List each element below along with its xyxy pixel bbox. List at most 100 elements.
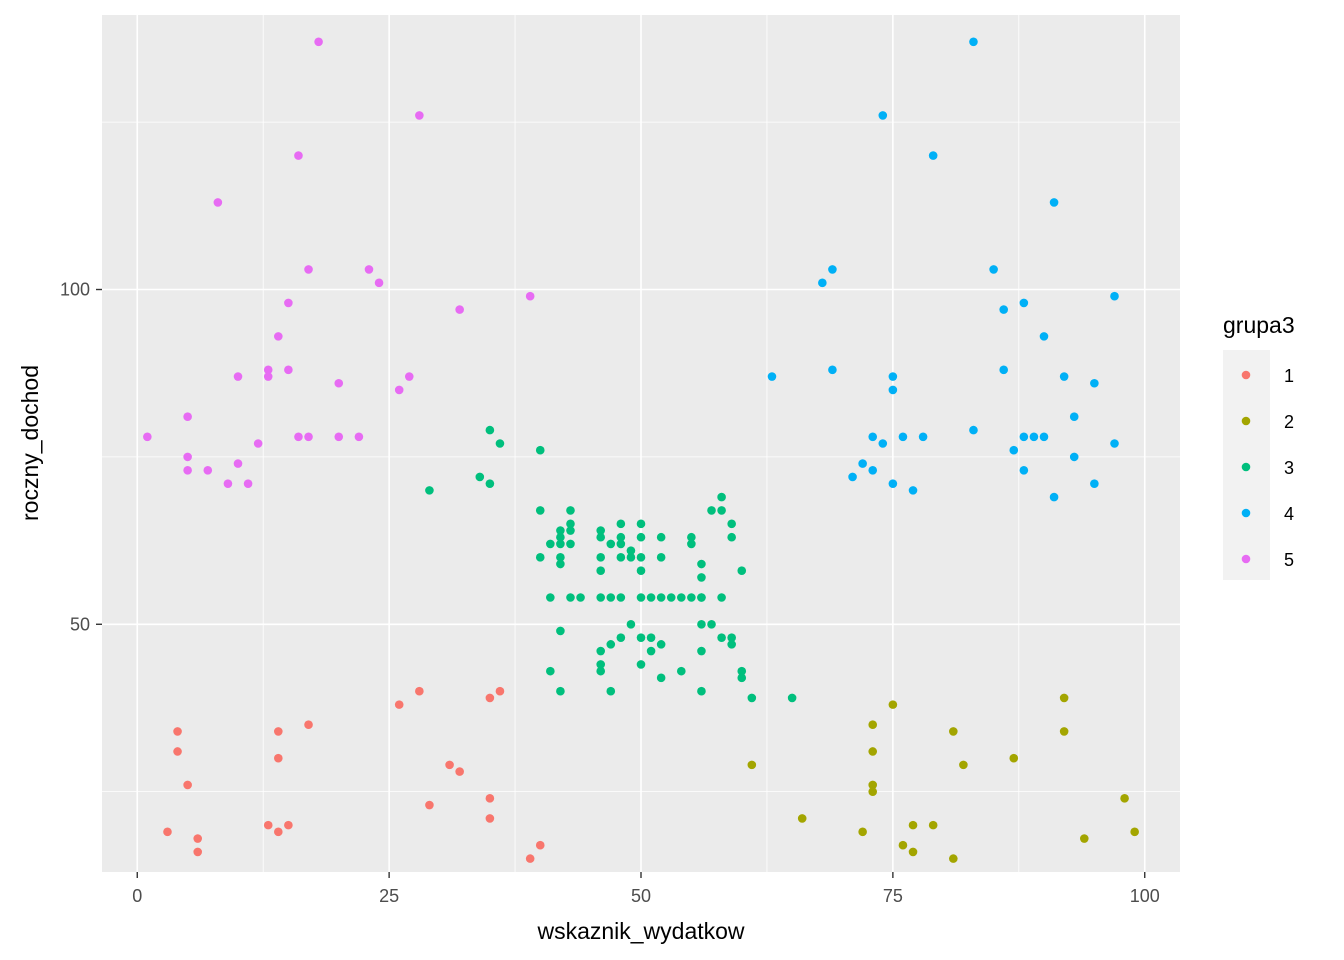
data-point-group-2 bbox=[797, 814, 807, 823]
data-point-group-5 bbox=[294, 151, 303, 160]
data-point-group-4 bbox=[828, 365, 837, 375]
data-point-group-5 bbox=[274, 332, 283, 341]
data-point-group-4 bbox=[878, 439, 888, 448]
data-point-group-4 bbox=[1049, 198, 1059, 207]
data-point-group-1 bbox=[535, 840, 545, 850]
data-point-group-3 bbox=[596, 553, 606, 562]
x-axis-title: wskaznik_wydatkow bbox=[536, 918, 744, 944]
data-point-group-3 bbox=[717, 633, 726, 642]
data-point-group-3 bbox=[485, 479, 495, 488]
data-point-group-5 bbox=[334, 378, 344, 388]
data-point-group-3 bbox=[656, 640, 666, 649]
data-point-group-4 bbox=[1019, 432, 1029, 442]
data-point-group-2 bbox=[858, 827, 867, 837]
y-axis-ticks: 50 100 bbox=[60, 280, 102, 634]
data-point-group-3 bbox=[566, 506, 575, 515]
data-point-group-2 bbox=[1130, 827, 1139, 837]
data-point-group-1 bbox=[274, 753, 283, 763]
data-point-group-3 bbox=[717, 506, 726, 515]
data-point-group-3 bbox=[697, 619, 706, 629]
data-point-group-5 bbox=[223, 479, 233, 488]
data-point-group-3 bbox=[556, 532, 565, 542]
data-point-group-5 bbox=[455, 305, 464, 314]
data-point-group-5 bbox=[233, 459, 243, 468]
data-point-group-2 bbox=[1120, 794, 1129, 803]
data-point-group-3 bbox=[676, 593, 686, 602]
data-point-group-3 bbox=[687, 532, 696, 542]
data-point-group-1 bbox=[284, 820, 293, 830]
data-point-group-2 bbox=[888, 700, 898, 709]
y-axis-title: roczny_dochod bbox=[17, 365, 43, 521]
data-point-group-4 bbox=[858, 459, 867, 468]
data-point-group-2 bbox=[868, 780, 878, 790]
data-point-group-4 bbox=[908, 486, 918, 495]
data-point-group-4 bbox=[888, 372, 898, 381]
data-point-group-4 bbox=[1049, 492, 1059, 502]
data-point-group-3 bbox=[636, 532, 646, 542]
data-point-group-4 bbox=[969, 37, 978, 47]
data-point-group-5 bbox=[183, 412, 192, 422]
legend-key-1 bbox=[1241, 370, 1251, 380]
legend-label-5: 5 bbox=[1284, 550, 1294, 570]
data-point-group-3 bbox=[596, 666, 606, 676]
data-point-group-2 bbox=[898, 840, 908, 850]
data-point-group-3 bbox=[425, 486, 434, 495]
data-point-group-3 bbox=[556, 539, 565, 549]
data-point-group-3 bbox=[737, 566, 747, 576]
data-point-group-3 bbox=[566, 539, 575, 549]
data-point-group-1 bbox=[485, 814, 495, 823]
data-point-group-3 bbox=[566, 519, 575, 529]
data-point-group-3 bbox=[676, 666, 686, 676]
data-point-group-4 bbox=[1039, 432, 1049, 442]
data-point-group-3 bbox=[546, 539, 555, 549]
data-point-group-2 bbox=[959, 760, 968, 770]
data-point-group-3 bbox=[697, 593, 706, 602]
data-point-group-3 bbox=[636, 633, 646, 642]
data-point-group-2 bbox=[868, 720, 878, 730]
data-point-group-4 bbox=[828, 265, 837, 274]
data-point-group-3 bbox=[596, 646, 606, 656]
legend-key-2 bbox=[1241, 416, 1251, 426]
data-point-group-1 bbox=[193, 834, 203, 843]
data-point-group-5 bbox=[284, 298, 293, 308]
data-point-group-3 bbox=[656, 673, 666, 683]
data-point-group-2 bbox=[1059, 693, 1069, 703]
legend-label-4: 4 bbox=[1284, 504, 1294, 524]
data-point-group-1 bbox=[304, 720, 313, 730]
data-point-group-4 bbox=[868, 465, 878, 475]
data-point-group-5 bbox=[304, 432, 313, 442]
data-point-group-3 bbox=[546, 666, 555, 676]
data-point-group-5 bbox=[364, 265, 374, 274]
data-point-group-4 bbox=[1059, 372, 1069, 381]
data-point-group-3 bbox=[546, 593, 555, 602]
data-point-group-3 bbox=[697, 559, 706, 569]
data-point-group-3 bbox=[596, 593, 606, 602]
data-point-group-4 bbox=[1019, 465, 1029, 475]
data-point-group-3 bbox=[556, 626, 565, 636]
data-point-group-5 bbox=[415, 111, 424, 120]
data-point-group-3 bbox=[646, 633, 656, 642]
data-point-group-3 bbox=[787, 693, 797, 703]
data-point-group-3 bbox=[535, 506, 545, 515]
data-point-group-5 bbox=[143, 432, 152, 442]
data-point-group-4 bbox=[1029, 432, 1039, 442]
data-point-group-3 bbox=[697, 573, 706, 582]
data-point-group-4 bbox=[1110, 291, 1119, 301]
data-point-group-2 bbox=[949, 854, 958, 863]
data-point-group-3 bbox=[747, 693, 757, 703]
data-point-group-3 bbox=[656, 532, 666, 542]
data-point-group-3 bbox=[737, 666, 747, 676]
data-point-group-4 bbox=[969, 425, 978, 435]
legend-label-2: 2 bbox=[1284, 412, 1294, 432]
data-point-group-3 bbox=[727, 640, 736, 649]
data-point-group-3 bbox=[697, 646, 706, 656]
data-point-group-2 bbox=[868, 787, 878, 796]
data-point-group-5 bbox=[404, 372, 414, 381]
data-point-group-3 bbox=[576, 593, 585, 602]
data-point-group-5 bbox=[284, 365, 293, 375]
data-point-group-2 bbox=[747, 760, 757, 770]
data-point-group-3 bbox=[556, 526, 565, 535]
data-point-group-3 bbox=[556, 559, 565, 569]
data-point-group-5 bbox=[334, 432, 344, 442]
data-point-group-4 bbox=[999, 365, 1008, 375]
